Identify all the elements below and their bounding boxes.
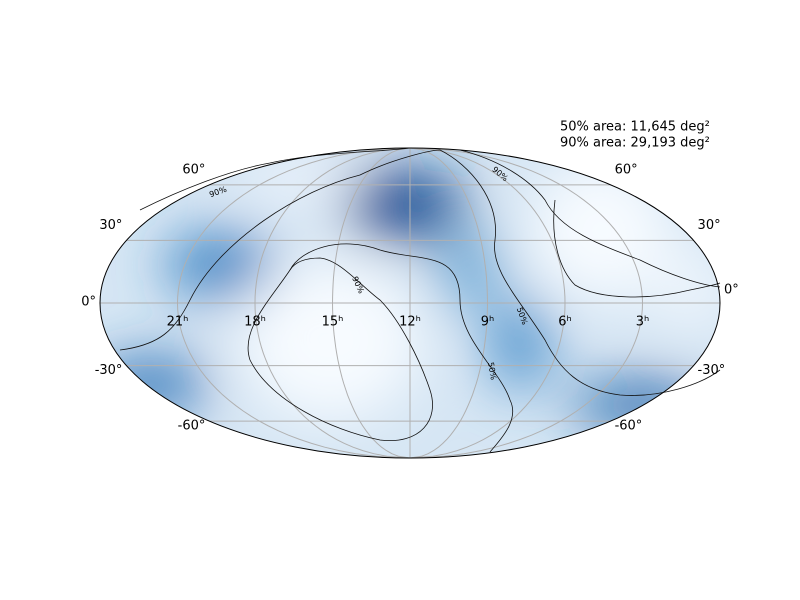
ra-tick-label: 6ʰ	[558, 315, 572, 330]
grid-line	[409, 147, 489, 459]
dec-tick-label: -30°	[698, 363, 726, 378]
ra-tick-label: 12ʰ	[399, 315, 421, 330]
contour-90	[459, 149, 721, 288]
dec-tick-label: 30°	[99, 218, 122, 233]
graticule	[100, 147, 720, 459]
dec-tick-label: -60°	[615, 419, 643, 434]
ra-tick-label: 9ʰ	[481, 315, 495, 330]
area-annotation: 90% area: 29,193 deg²	[560, 136, 710, 151]
ra-tick-label: 18ʰ	[244, 315, 266, 330]
dec-tick-label: 30°	[698, 218, 721, 233]
contours	[119, 147, 721, 453]
dec-tick-label: 0°	[81, 295, 96, 310]
sky-border	[99, 147, 721, 459]
dec-tick-label: -60°	[178, 419, 206, 434]
contour-50	[119, 149, 721, 396]
contour-label: 50%	[486, 361, 498, 380]
grid-line	[409, 147, 644, 459]
contour-50	[553, 199, 721, 298]
contour-90	[139, 147, 411, 211]
dec-tick-label: 0°	[724, 283, 739, 298]
dec-tick-label: 60°	[182, 162, 205, 177]
tick-labels: 60° 60° 30° 30° 0° 0° -30° -30° -60° -60° 21ʰ 18ʰ 15…	[81, 162, 739, 433]
dec-tick-label: -30°	[95, 363, 123, 378]
ra-tick-label: 21ʰ	[167, 315, 189, 330]
grid-line	[254, 147, 411, 459]
ra-tick-label: 3ʰ	[636, 315, 650, 330]
dec-tick-label: 60°	[615, 162, 638, 177]
area-annotation: 50% area: 11,645 deg²	[560, 120, 710, 135]
grid-line	[331, 147, 411, 459]
grid-line	[409, 147, 566, 459]
ra-tick-label: 15ʰ	[322, 315, 344, 330]
grid-line	[176, 147, 411, 459]
contour-90	[289, 243, 514, 453]
